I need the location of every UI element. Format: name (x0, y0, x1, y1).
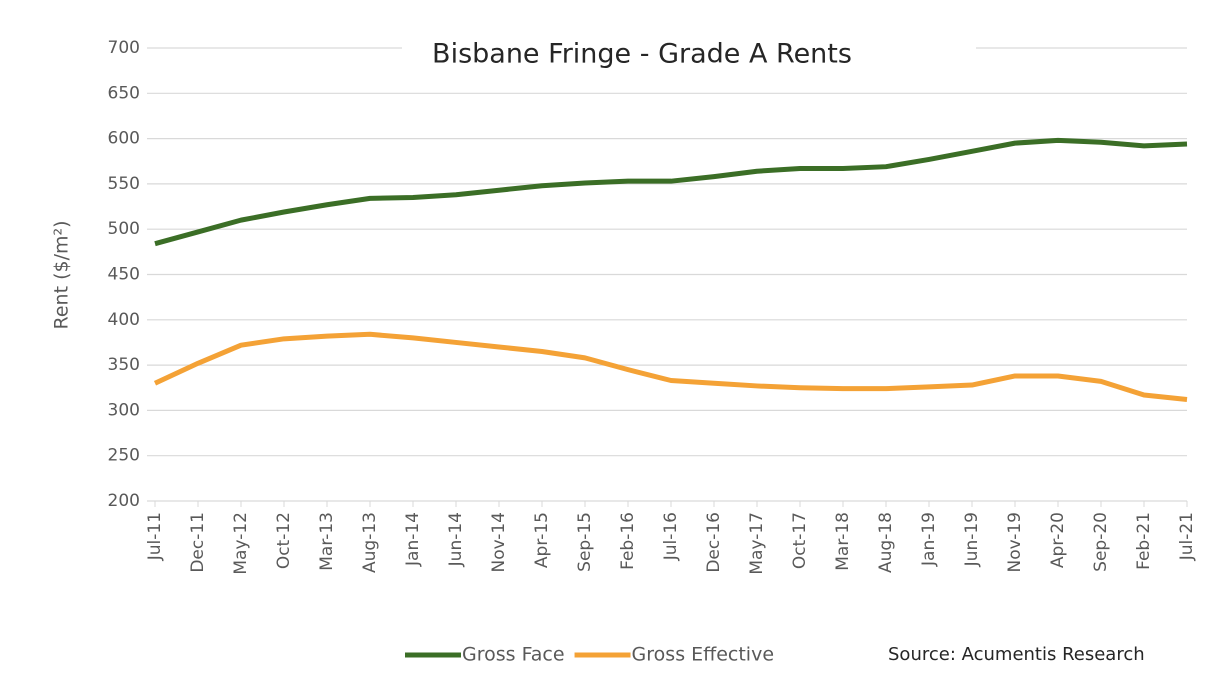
y-tick-label: 300 (108, 400, 140, 420)
x-tick-label: Jan-14 (403, 512, 423, 567)
x-tick-label: Mar-13 (317, 512, 337, 571)
legend-label: Gross Effective (632, 644, 774, 666)
grid (147, 47, 1187, 502)
y-tick-label: 550 (108, 174, 140, 194)
y-axis-label: Rent ($/m²) (51, 220, 73, 329)
y-tick-label: 600 (108, 129, 140, 149)
x-tick-label: Oct-12 (274, 512, 294, 569)
x-tick-label: Sep-15 (575, 512, 595, 572)
x-tick-label: Jul-21 (1177, 512, 1197, 561)
x-tick-label: Nov-19 (1005, 512, 1025, 573)
x-tick-label: Feb-16 (618, 512, 638, 570)
x-tick-label: Nov-14 (489, 512, 509, 573)
x-tick-label: Jan-19 (919, 512, 939, 567)
x-tick-label: Jul-16 (661, 512, 681, 561)
y-tick-label: 400 (108, 310, 140, 330)
x-tick-label: Sep-20 (1091, 512, 1111, 572)
x-tick-label: Mar-18 (833, 512, 853, 571)
y-tick-label: 700 (108, 38, 140, 58)
x-tick-label: Feb-21 (1134, 512, 1154, 570)
x-tick-label: Apr-15 (532, 512, 552, 568)
legend-label: Gross Face (462, 644, 565, 666)
y-tick-label: 450 (108, 265, 140, 285)
x-tick-label: Jun-19 (962, 512, 982, 567)
title-background (402, 28, 976, 72)
source: Source: Acumentis Research (888, 644, 1145, 665)
chart-title: Bisbane Fringe - Grade A Rents (432, 39, 852, 70)
x-tick-label: May-17 (747, 512, 767, 575)
y-tick-label: 500 (108, 219, 140, 239)
x-tick-label: Oct-17 (790, 512, 810, 569)
y-tick-label: 350 (108, 355, 140, 375)
line-series (153, 331, 1188, 403)
y-tick-label: 650 (108, 83, 140, 103)
x-tick-label: Apr-20 (1048, 512, 1068, 568)
x-tick-label: Aug-18 (876, 512, 896, 573)
x-tick-label: Aug-13 (360, 512, 380, 573)
x-tick-label: May-12 (231, 512, 251, 575)
y-tick-label: 200 (108, 491, 140, 511)
x-tick-label: Dec-11 (188, 512, 208, 573)
x-tick-label: Jul-11 (145, 512, 165, 561)
x-tick-label: Dec-16 (704, 512, 724, 573)
y-tick-label: 250 (108, 446, 140, 466)
line-series (154, 137, 1188, 247)
x-tick-label: Jun-14 (446, 512, 466, 567)
